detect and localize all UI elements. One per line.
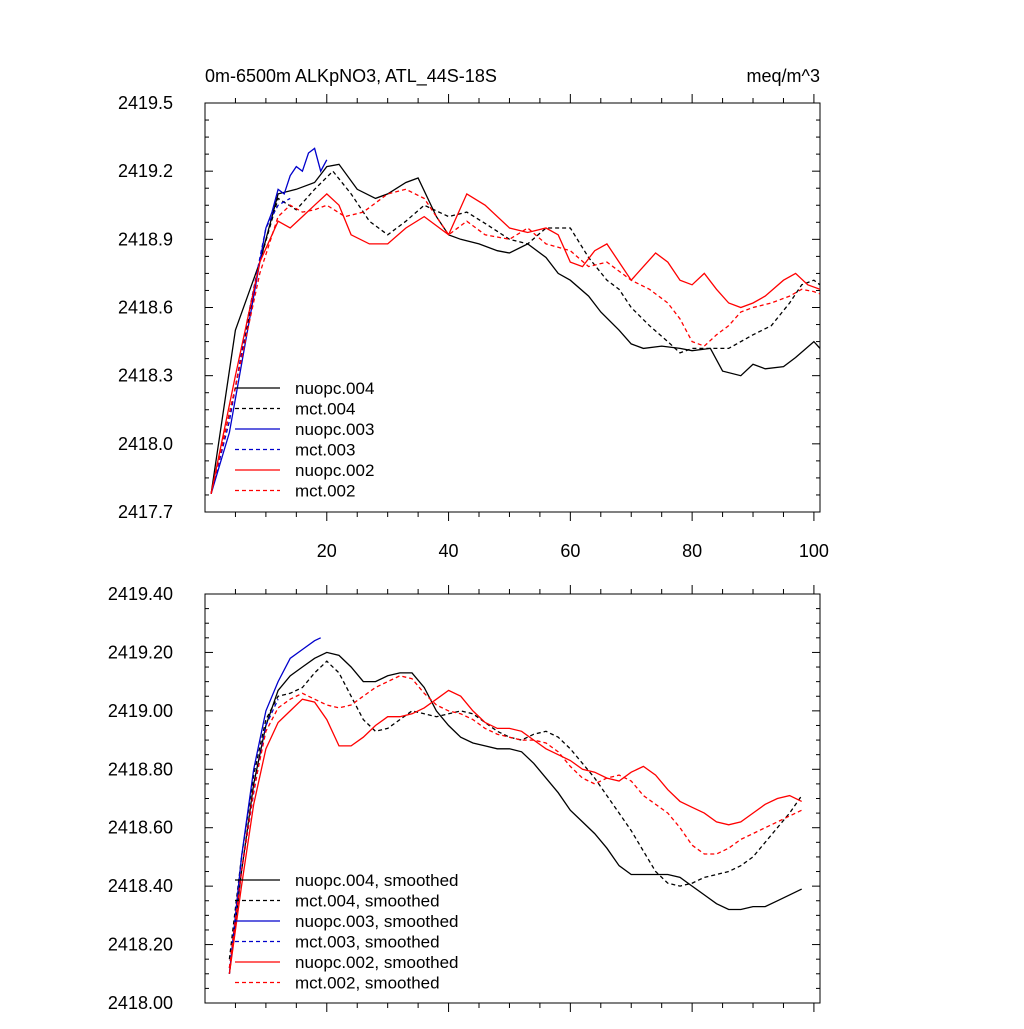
legend-label: nuopc.004, smoothed [295, 871, 459, 890]
x-tick-label: 20 [317, 541, 337, 561]
y-tick-label: 2418.40 [108, 876, 173, 896]
y-tick-label: 2419.00 [108, 701, 173, 721]
series-line [228, 660, 803, 960]
legend-label: mct.002, smoothed [295, 974, 440, 993]
legend-label: mct.002 [295, 482, 355, 501]
x-tick-label: 40 [439, 541, 459, 561]
y-tick-label: 2419.40 [108, 584, 173, 604]
x-tick-label: 80 [682, 541, 702, 561]
y-tick-label: 2418.6 [118, 298, 173, 318]
legend-label: nuopc.002, smoothed [295, 953, 459, 972]
legend-label: nuopc.002 [295, 461, 374, 480]
legend-label: nuopc.003 [295, 420, 374, 439]
y-tick-label: 2418.3 [118, 366, 173, 386]
y-tick-label: 2418.60 [108, 818, 173, 838]
chart-units: meq/m^3 [747, 66, 820, 86]
series-line [228, 675, 802, 968]
series-line [228, 637, 321, 974]
y-tick-label: 2419.20 [108, 642, 173, 662]
y-tick-label: 2419.5 [118, 93, 173, 113]
bottom-panel: 2418.00 2418.20 2418.40 2418.60 2418.80 2419.… [108, 584, 821, 1013]
legend-label: mct.003, smoothed [295, 933, 440, 952]
series-line [210, 170, 820, 494]
y-tick-label: 2418.00 [108, 993, 173, 1013]
series-line [210, 163, 820, 494]
y-tick-label: 2418.20 [108, 935, 173, 955]
series-line [228, 689, 802, 974]
top-panel: 0m-6500m ALKpNO3, ATL_44S-18S meq/m^3 24… [118, 66, 829, 561]
series-line [210, 188, 820, 494]
y-tick-label: 2418.0 [118, 434, 173, 454]
y-tick-label: 2419.2 [118, 161, 173, 181]
legend-label: mct.004, smoothed [295, 892, 440, 911]
y-tick-label: 2417.7 [118, 502, 173, 522]
y-tick-label: 2418.9 [118, 229, 173, 249]
legend-label: nuopc.003, smoothed [295, 912, 459, 931]
legend-label: mct.003 [295, 441, 355, 460]
y-tick-label: 2418.80 [108, 759, 173, 779]
x-tick-label: 60 [560, 541, 580, 561]
legend-label: mct.004 [295, 400, 355, 419]
legend-label: nuopc.004 [295, 379, 374, 398]
chart-title: 0m-6500m ALKpNO3, ATL_44S-18S [205, 66, 497, 87]
x-tick-label: 100 [799, 541, 829, 561]
series-line [228, 651, 802, 974]
